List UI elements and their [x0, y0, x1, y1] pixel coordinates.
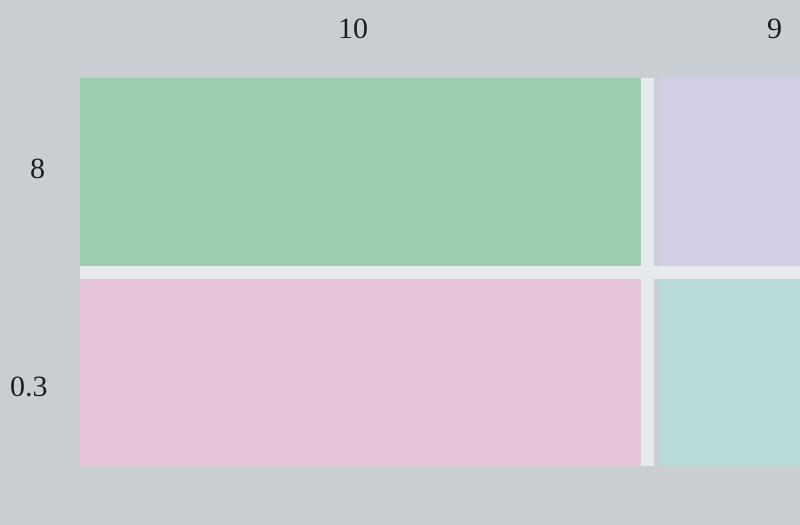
- cell-r1-c1: [80, 78, 647, 272]
- cell-r2-c2: [660, 272, 800, 466]
- column-label-1: 9: [767, 12, 782, 46]
- row-label-0: 8: [30, 152, 45, 186]
- cell-r2-c1: [80, 272, 647, 466]
- row-divider: [80, 266, 800, 279]
- cell-r1-c2: [660, 78, 800, 272]
- column-label-0: 10: [338, 12, 368, 46]
- area-model-diagram: 10 9 8 0.3: [0, 0, 800, 525]
- column-divider: [641, 78, 654, 466]
- row-label-1: 0.3: [10, 370, 48, 404]
